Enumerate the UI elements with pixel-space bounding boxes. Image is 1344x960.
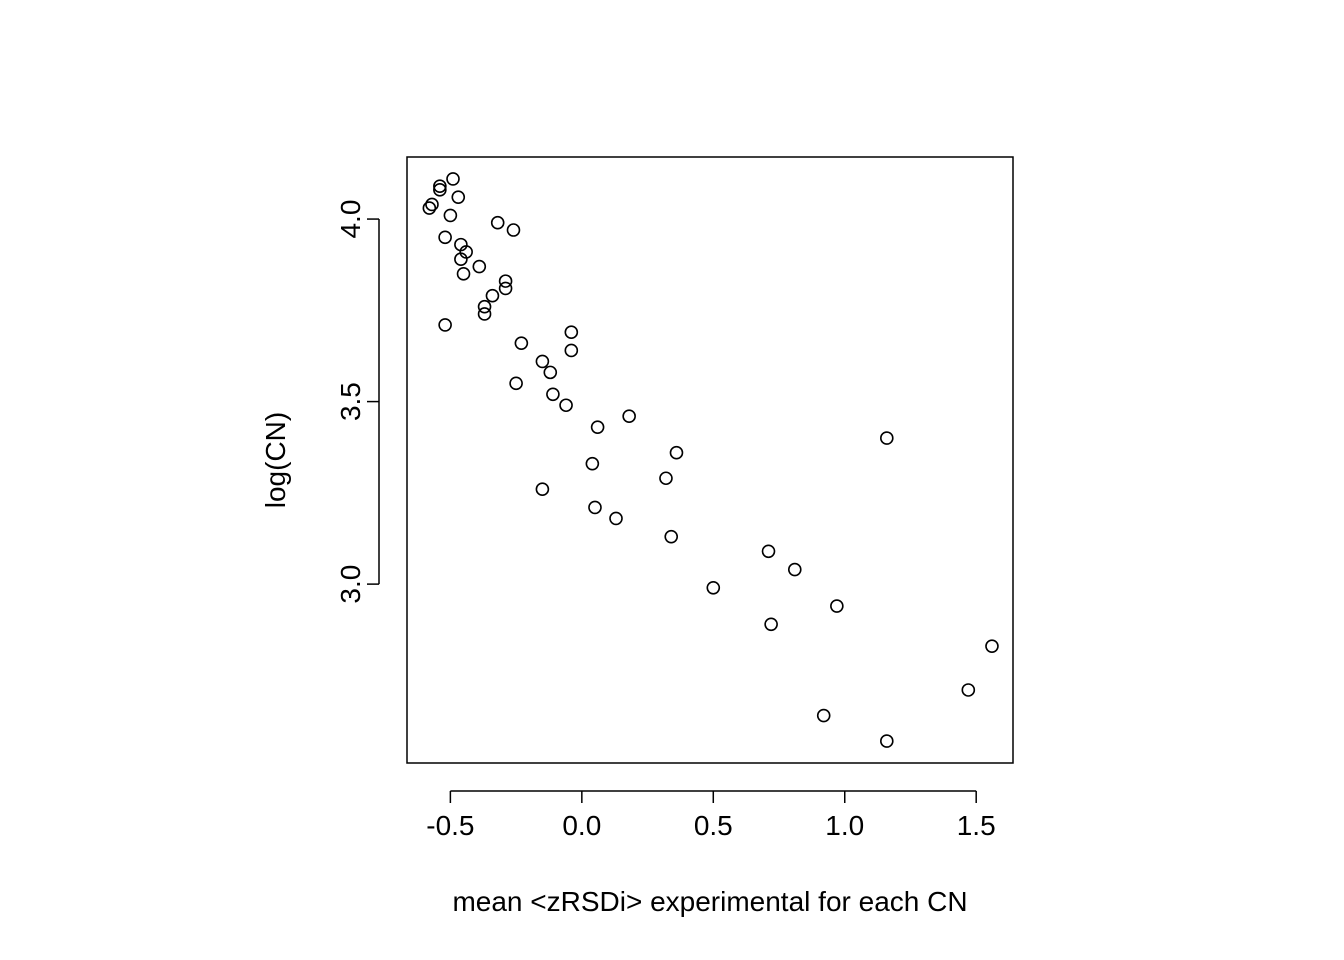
data-point xyxy=(433,183,447,197)
data-point xyxy=(446,172,460,186)
data-point xyxy=(490,215,505,230)
data-point xyxy=(764,617,778,632)
x-axis-title: mean <zRSDi> experimental for each CN xyxy=(452,886,967,917)
data-point xyxy=(472,259,487,274)
data-point xyxy=(546,387,560,402)
plot-box xyxy=(406,156,1014,764)
data-point xyxy=(443,208,458,223)
data-point xyxy=(422,201,437,215)
data-point xyxy=(498,274,513,288)
data-point xyxy=(456,267,471,281)
data-point xyxy=(588,500,602,515)
data-point xyxy=(564,343,579,358)
data-point xyxy=(477,299,492,314)
data-point xyxy=(438,230,452,245)
x-tick-label: -0.5 xyxy=(426,810,474,841)
data-point xyxy=(830,599,844,613)
x-axis: -0.5 0.0 0.5 1.0 1.5 xyxy=(426,790,996,841)
data-point xyxy=(438,318,452,332)
data-point xyxy=(564,325,579,340)
data-point xyxy=(485,288,500,303)
data-point xyxy=(761,544,776,559)
y-axis: 3.0 3.5 4.0 xyxy=(335,200,380,604)
data-point xyxy=(425,197,439,212)
data-point xyxy=(454,252,468,267)
data-point xyxy=(559,398,573,413)
data-point xyxy=(706,580,721,595)
data-point xyxy=(509,376,523,391)
data-point xyxy=(514,336,529,350)
y-tick-label: 3.5 xyxy=(335,382,366,421)
data-point xyxy=(535,354,550,369)
y-tick-label: 4.0 xyxy=(335,200,366,239)
data-point xyxy=(506,223,521,237)
data-point xyxy=(622,409,636,423)
x-tick-label: 0.0 xyxy=(562,810,601,841)
data-point xyxy=(961,683,976,697)
y-tick-label: 3.0 xyxy=(335,565,366,604)
data-point xyxy=(880,734,894,748)
data-point xyxy=(609,511,623,526)
data-point xyxy=(664,529,679,544)
data-point xyxy=(543,365,558,380)
data-point xyxy=(433,179,447,194)
data-point xyxy=(535,482,550,497)
data-point xyxy=(816,708,831,723)
x-tick-label: 1.0 xyxy=(825,810,864,841)
data-points xyxy=(422,172,999,748)
x-tick-label: 1.5 xyxy=(957,810,996,841)
data-point xyxy=(451,190,466,204)
y-axis-title: log(CN) xyxy=(260,412,291,508)
data-point xyxy=(498,281,513,296)
data-point xyxy=(477,307,492,321)
data-point xyxy=(585,456,600,471)
data-point xyxy=(659,471,673,486)
x-tick-label: 0.5 xyxy=(694,810,733,841)
data-point xyxy=(985,639,999,653)
data-point xyxy=(669,445,684,460)
data-point xyxy=(787,562,802,577)
data-point xyxy=(590,420,605,434)
data-point xyxy=(880,431,894,445)
